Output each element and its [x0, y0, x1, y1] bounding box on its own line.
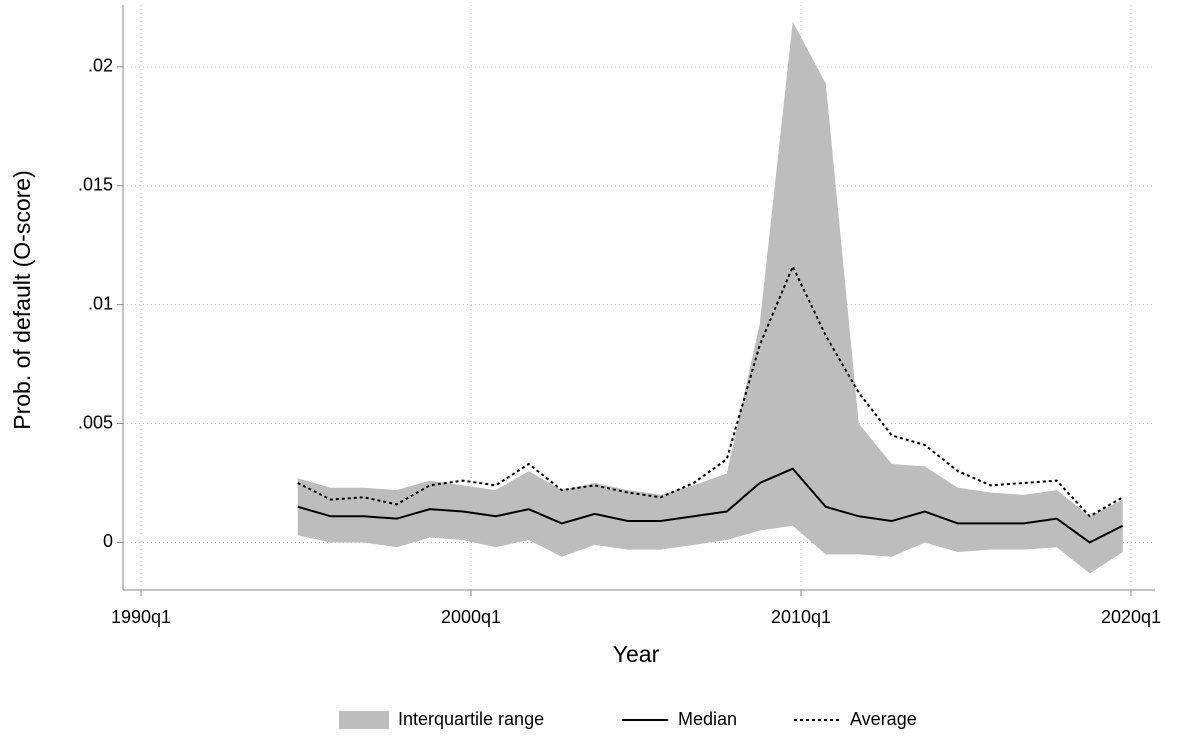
- y-tick-label: 0: [103, 531, 113, 551]
- series-line: [297, 467, 1124, 544]
- series-line: [297, 264, 1124, 518]
- legend-swatch: [339, 711, 389, 729]
- x-tick-label: 2020q1: [1101, 607, 1161, 627]
- legend-label: Interquartile range: [398, 709, 544, 729]
- y-tick-label: .015: [78, 174, 113, 194]
- x-tick-label: 1990q1: [111, 607, 171, 627]
- y-axis-title: Prob. of default (O-score): [9, 170, 35, 430]
- x-tick-label: 2010q1: [771, 607, 831, 627]
- x-tick-label: 2000q1: [441, 607, 501, 627]
- x-axis-title: Year: [613, 641, 660, 667]
- legend-label: Median: [678, 709, 737, 729]
- y-tick-label: .02: [88, 56, 113, 76]
- y-tick-label: .01: [88, 293, 113, 313]
- y-tick-label: .005: [78, 412, 113, 432]
- legend-label: Average: [850, 709, 917, 729]
